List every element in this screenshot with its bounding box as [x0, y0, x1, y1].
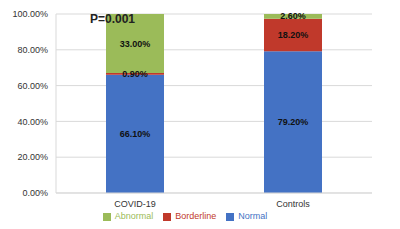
svg-text:0.90%: 0.90%: [122, 69, 148, 79]
svg-text:60.00%: 60.00%: [17, 81, 48, 91]
html-text:Borderline: Borderline: [175, 211, 217, 221]
svg-text:79.20%: 79.20%: [278, 117, 309, 127]
html-text:Normal: Normal: [238, 211, 268, 221]
svg-text:80.00%: 80.00%: [17, 45, 48, 55]
svg-text:33.00%: 33.00%: [120, 39, 151, 49]
svg-text:2.60%: 2.60%: [280, 11, 306, 21]
svg-text:Controls: Controls: [276, 199, 310, 209]
html-text:Abnormal: Abnormal: [114, 211, 154, 221]
svg-text:66.10%: 66.10%: [120, 129, 151, 139]
svg-text:20.00%: 20.00%: [17, 152, 48, 162]
html-text:P=0.001: P=0.001: [90, 12, 135, 26]
svg-text:40.00%: 40.00%: [17, 117, 48, 127]
svg-text:18.20%: 18.20%: [278, 30, 309, 40]
svg-text:0.00%: 0.00%: [22, 188, 48, 198]
svg-text:100.00%: 100.00%: [12, 9, 48, 19]
svg-text:COVID-19: COVID-19: [114, 199, 156, 209]
